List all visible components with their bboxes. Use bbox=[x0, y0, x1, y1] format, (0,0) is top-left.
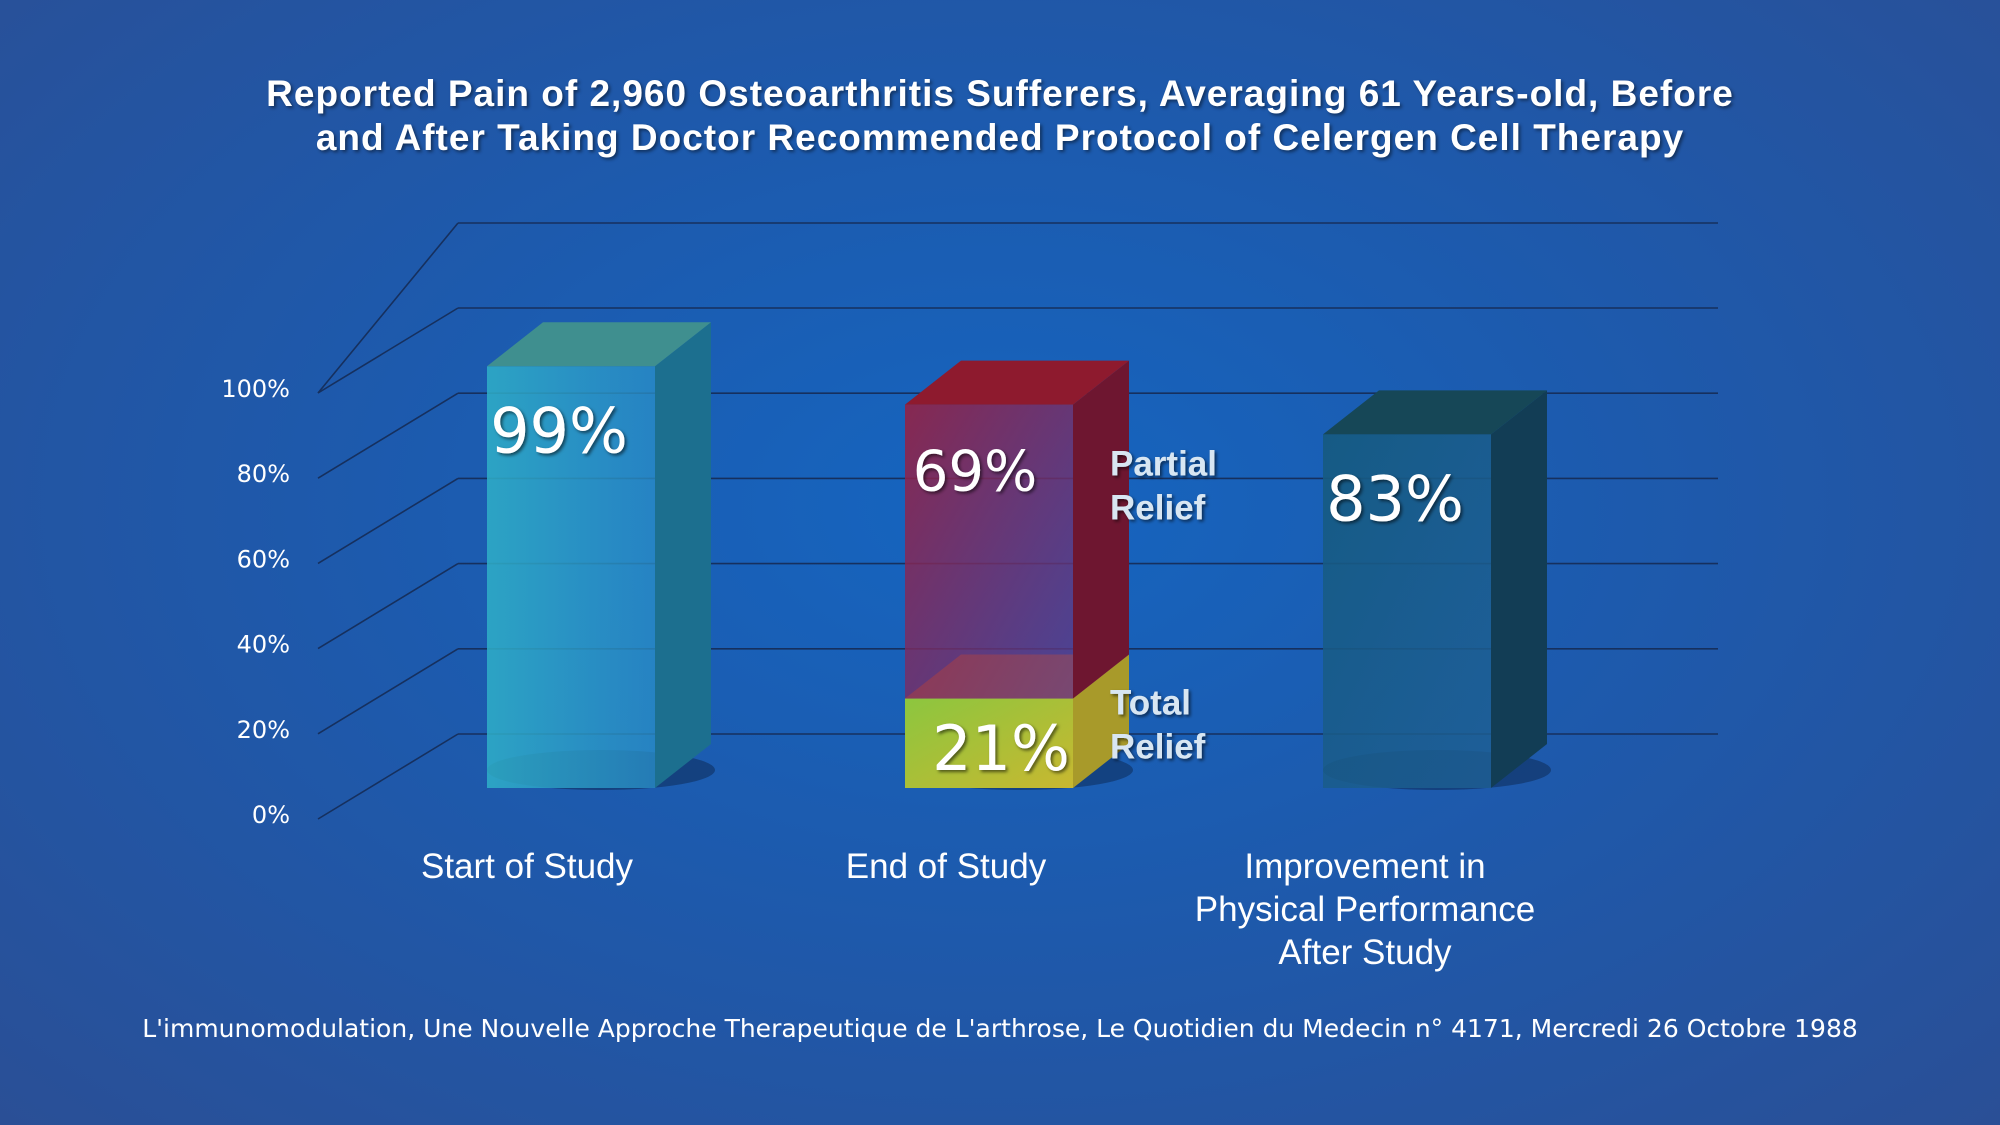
gridline-diagonal bbox=[317, 648, 459, 735]
bar-segment bbox=[905, 360, 1129, 699]
bar-front-face bbox=[1323, 434, 1491, 788]
chart-title: Reported Pain of 2,960 Osteoarthritis Su… bbox=[150, 72, 1850, 160]
source-citation: L'immunomodulation, Une Nouvelle Approch… bbox=[142, 1014, 1858, 1043]
bars: 99% 21% Total Relief 69% Partial Relief 83% bbox=[487, 322, 1551, 790]
bar-top-face bbox=[1323, 390, 1547, 435]
y-tick-label: 40% bbox=[237, 631, 290, 659]
segment-side-label: Partial bbox=[1110, 445, 1217, 484]
y-tick-label: 20% bbox=[237, 716, 290, 744]
y-tick-label: 0% bbox=[252, 801, 290, 829]
gridline-diagonal bbox=[317, 392, 459, 479]
bar-side-face bbox=[1073, 654, 1129, 788]
bar-side-face bbox=[1073, 360, 1129, 699]
chart-title-line-2: and After Taking Doctor Recommended Prot… bbox=[315, 117, 1685, 158]
x-category-label: Start of Study bbox=[421, 847, 634, 886]
bar bbox=[1323, 390, 1547, 788]
x-category-label: Physical Performance bbox=[1195, 890, 1535, 929]
bar-value-label: 21% bbox=[932, 712, 1070, 785]
bar-top-face bbox=[905, 360, 1129, 405]
bar-value-label: 69% bbox=[913, 440, 1037, 505]
segment-side-label: Relief bbox=[1110, 489, 1206, 528]
bar-value-label: 83% bbox=[1326, 462, 1464, 535]
gridline-diagonal bbox=[317, 733, 459, 820]
bar-side-face bbox=[1491, 390, 1547, 788]
x-axis-labels: Start of Study End of Study Improvement in… bbox=[421, 847, 1535, 972]
gridline-diagonal bbox=[317, 477, 459, 565]
x-category-label: End of Study bbox=[846, 847, 1047, 886]
segment-side-label: Relief bbox=[1110, 728, 1206, 767]
x-category-label: After Study bbox=[1278, 933, 1452, 972]
bar-front-face bbox=[905, 404, 1073, 699]
gridline-diagonal bbox=[317, 222, 459, 394]
y-tick-label: 60% bbox=[237, 545, 290, 573]
bar bbox=[487, 322, 711, 788]
y-axis-ticks: 0% 20% 40% 60% 80% 100% bbox=[221, 375, 290, 829]
bar-front-face bbox=[487, 366, 655, 788]
gridline-diagonal bbox=[317, 307, 459, 394]
y-tick-label: 80% bbox=[237, 460, 290, 488]
bar-side-face bbox=[655, 322, 711, 788]
bar-top-face bbox=[487, 322, 711, 367]
bar-value-label: 99% bbox=[490, 394, 628, 467]
chart-title-line-1: Reported Pain of 2,960 Osteoarthritis Su… bbox=[266, 73, 1734, 114]
bar-front-face bbox=[905, 698, 1073, 788]
x-category-label: Improvement in bbox=[1244, 847, 1485, 886]
segment-side-label: Total bbox=[1110, 684, 1191, 723]
y-tick-label: 100% bbox=[221, 375, 290, 403]
gridline-diagonal bbox=[317, 562, 459, 650]
